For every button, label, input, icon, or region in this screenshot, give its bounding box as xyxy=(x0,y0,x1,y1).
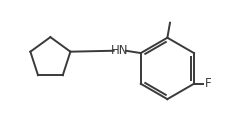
Text: HN: HN xyxy=(111,44,128,57)
Text: F: F xyxy=(205,77,211,90)
